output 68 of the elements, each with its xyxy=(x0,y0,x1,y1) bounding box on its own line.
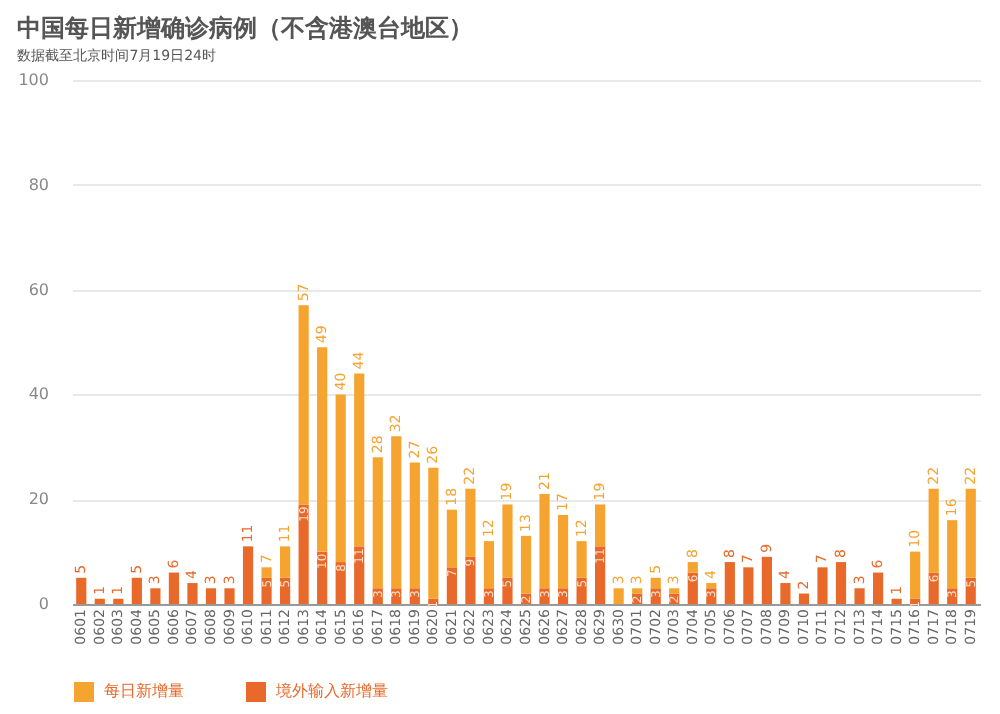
bar xyxy=(465,556,476,604)
bar xyxy=(539,493,550,589)
legend-label: 每日新增量 xyxy=(104,682,184,700)
bar xyxy=(817,567,828,604)
bar xyxy=(872,572,884,604)
bar xyxy=(465,488,476,557)
bar xyxy=(520,535,532,594)
bar xyxy=(298,504,309,604)
bar xyxy=(891,598,902,604)
bar xyxy=(354,546,365,604)
bar xyxy=(965,488,976,578)
bar xyxy=(131,577,142,604)
bar xyxy=(242,546,254,604)
bar xyxy=(798,593,810,604)
bar xyxy=(947,520,958,589)
bar xyxy=(298,305,309,505)
bar xyxy=(557,514,569,589)
y-tick-label: 40 xyxy=(28,385,49,404)
bar xyxy=(613,588,624,604)
bar xyxy=(854,588,865,604)
bar xyxy=(280,546,291,578)
bar xyxy=(502,504,513,578)
bar xyxy=(76,577,87,604)
bar xyxy=(446,567,457,604)
bar xyxy=(595,504,606,547)
bar xyxy=(687,562,698,573)
bar xyxy=(576,541,587,578)
bar xyxy=(391,436,402,589)
bar xyxy=(650,577,661,589)
bar xyxy=(576,577,587,604)
y-tick-label: 20 xyxy=(28,490,49,509)
bar xyxy=(94,598,105,604)
bar xyxy=(428,598,439,604)
legend-label: 境外输入新增量 xyxy=(274,682,388,700)
bar xyxy=(669,588,680,594)
bar xyxy=(187,583,198,604)
bar xyxy=(502,577,513,604)
bar xyxy=(910,551,921,599)
bar xyxy=(780,583,791,604)
bar xyxy=(761,556,772,604)
bar xyxy=(261,577,272,604)
bar xyxy=(835,562,847,604)
y-tick-label: 0 xyxy=(38,595,49,613)
bar xyxy=(205,588,217,604)
y-tick-label: 60 xyxy=(28,280,49,299)
bar xyxy=(483,541,495,589)
bar xyxy=(354,373,365,547)
bar xyxy=(335,394,346,563)
bar xyxy=(317,347,328,552)
bar xyxy=(595,546,606,604)
bar xyxy=(446,509,457,568)
bar xyxy=(706,583,717,589)
bar xyxy=(743,567,754,604)
y-tick-label: 100 xyxy=(18,71,49,89)
bar xyxy=(724,562,735,604)
bar xyxy=(428,467,439,599)
bar xyxy=(261,567,272,578)
bar xyxy=(928,488,939,573)
y-tick-label: 80 xyxy=(28,175,49,194)
bar xyxy=(150,588,161,604)
bar xyxy=(910,598,921,604)
bar xyxy=(168,572,180,604)
bar xyxy=(113,598,124,604)
bar xyxy=(224,588,235,604)
bar xyxy=(372,457,383,589)
bar xyxy=(632,588,643,594)
bar xyxy=(409,462,420,589)
chart-title: 中国每日新增确诊病例（不含港澳台地区） xyxy=(17,14,474,42)
